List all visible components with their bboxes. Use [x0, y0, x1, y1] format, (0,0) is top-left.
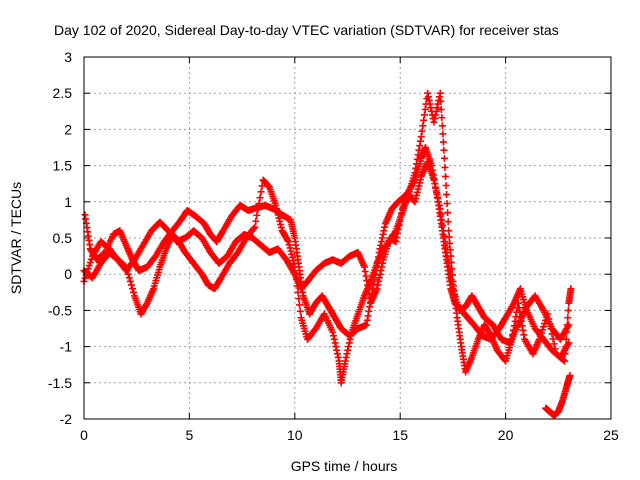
data-point	[565, 339, 573, 347]
data-point	[567, 285, 575, 293]
plot-frame	[83, 56, 612, 420]
data-point	[564, 306, 572, 314]
data-point	[535, 335, 543, 343]
data-point	[549, 335, 557, 343]
data-point	[447, 252, 455, 260]
data-point	[538, 326, 546, 334]
data-point	[446, 239, 454, 247]
data-point	[446, 246, 454, 254]
data-point	[566, 372, 574, 380]
data-point	[128, 285, 136, 293]
data-point	[253, 211, 261, 219]
data-point	[447, 258, 455, 266]
data-point	[127, 281, 135, 289]
data-point	[442, 182, 450, 190]
data-point	[294, 288, 302, 296]
data-point	[86, 258, 94, 266]
data-point	[444, 218, 452, 226]
y-tick-label: 1	[64, 194, 72, 210]
data-point	[85, 262, 93, 270]
data-point	[564, 314, 572, 322]
data-point	[296, 301, 304, 309]
series-group	[80, 158, 573, 347]
data-point	[439, 130, 447, 138]
x-tick-label: 10	[287, 427, 303, 443]
y-tick-label: 2.5	[53, 85, 73, 101]
y-axis-label: SDTVAR / TECUs	[8, 182, 24, 294]
data-point	[87, 255, 95, 263]
data-point	[562, 343, 570, 351]
data-point	[444, 209, 452, 217]
data-point	[536, 332, 544, 340]
y-tick-label: 3	[64, 49, 72, 65]
y-tick-label: 2	[64, 121, 72, 137]
data-point	[443, 191, 451, 199]
data-point	[130, 288, 138, 296]
x-axis-label: GPS time / hours	[291, 458, 398, 474]
x-tick-label: 0	[80, 427, 88, 443]
data-point	[437, 97, 445, 105]
x-tick-label: 15	[392, 427, 408, 443]
y-tick-label: 1.5	[53, 158, 73, 174]
data-point	[124, 270, 132, 278]
data-point	[560, 356, 568, 364]
data-point	[442, 172, 450, 180]
data-point	[441, 163, 449, 171]
data-point	[540, 323, 548, 331]
data-point	[251, 223, 259, 231]
data-point	[443, 200, 451, 208]
data-point	[537, 329, 545, 337]
x-tick-label: 25	[603, 427, 619, 443]
y-tick-label: 0	[64, 266, 72, 282]
y-tick-label: -1.5	[48, 375, 72, 391]
axis-tick-labels: 0 5 10 15 20 25 -2 -1.5 -1 -0.5 0 0.5 1 1.5 2 2.5 3	[48, 49, 619, 443]
data-point	[256, 194, 264, 202]
data-point	[440, 154, 448, 162]
data-point	[445, 233, 453, 241]
series-group	[542, 372, 574, 419]
data-point	[436, 89, 444, 97]
data-point	[81, 274, 89, 282]
x-tick-label: 5	[186, 427, 194, 443]
data-point	[550, 340, 558, 348]
data-point	[439, 138, 447, 146]
data-point	[561, 357, 569, 365]
data-point	[255, 200, 263, 208]
x-tick-label: 20	[498, 427, 514, 443]
data-point	[438, 114, 446, 122]
data-point	[295, 295, 303, 303]
data-point	[437, 105, 445, 113]
data-point	[296, 307, 304, 315]
data-point	[250, 224, 258, 232]
data-point	[252, 217, 260, 225]
y-tick-label: -0.5	[48, 302, 72, 318]
chart-title: Day 102 of 2020, Sidereal Day-to-day VTE…	[54, 22, 559, 38]
data-point	[257, 188, 265, 196]
data-point	[125, 274, 133, 282]
data-marks	[80, 89, 575, 419]
data-point	[438, 122, 446, 130]
y-tick-label: -1	[60, 339, 73, 355]
data-point	[126, 277, 134, 285]
data-point	[254, 205, 262, 213]
y-tick-label: -2	[60, 411, 73, 427]
data-point	[565, 321, 573, 329]
y-tick-label: 0.5	[53, 230, 73, 246]
data-point	[440, 146, 448, 154]
data-point	[561, 350, 569, 358]
data-point	[551, 345, 559, 353]
